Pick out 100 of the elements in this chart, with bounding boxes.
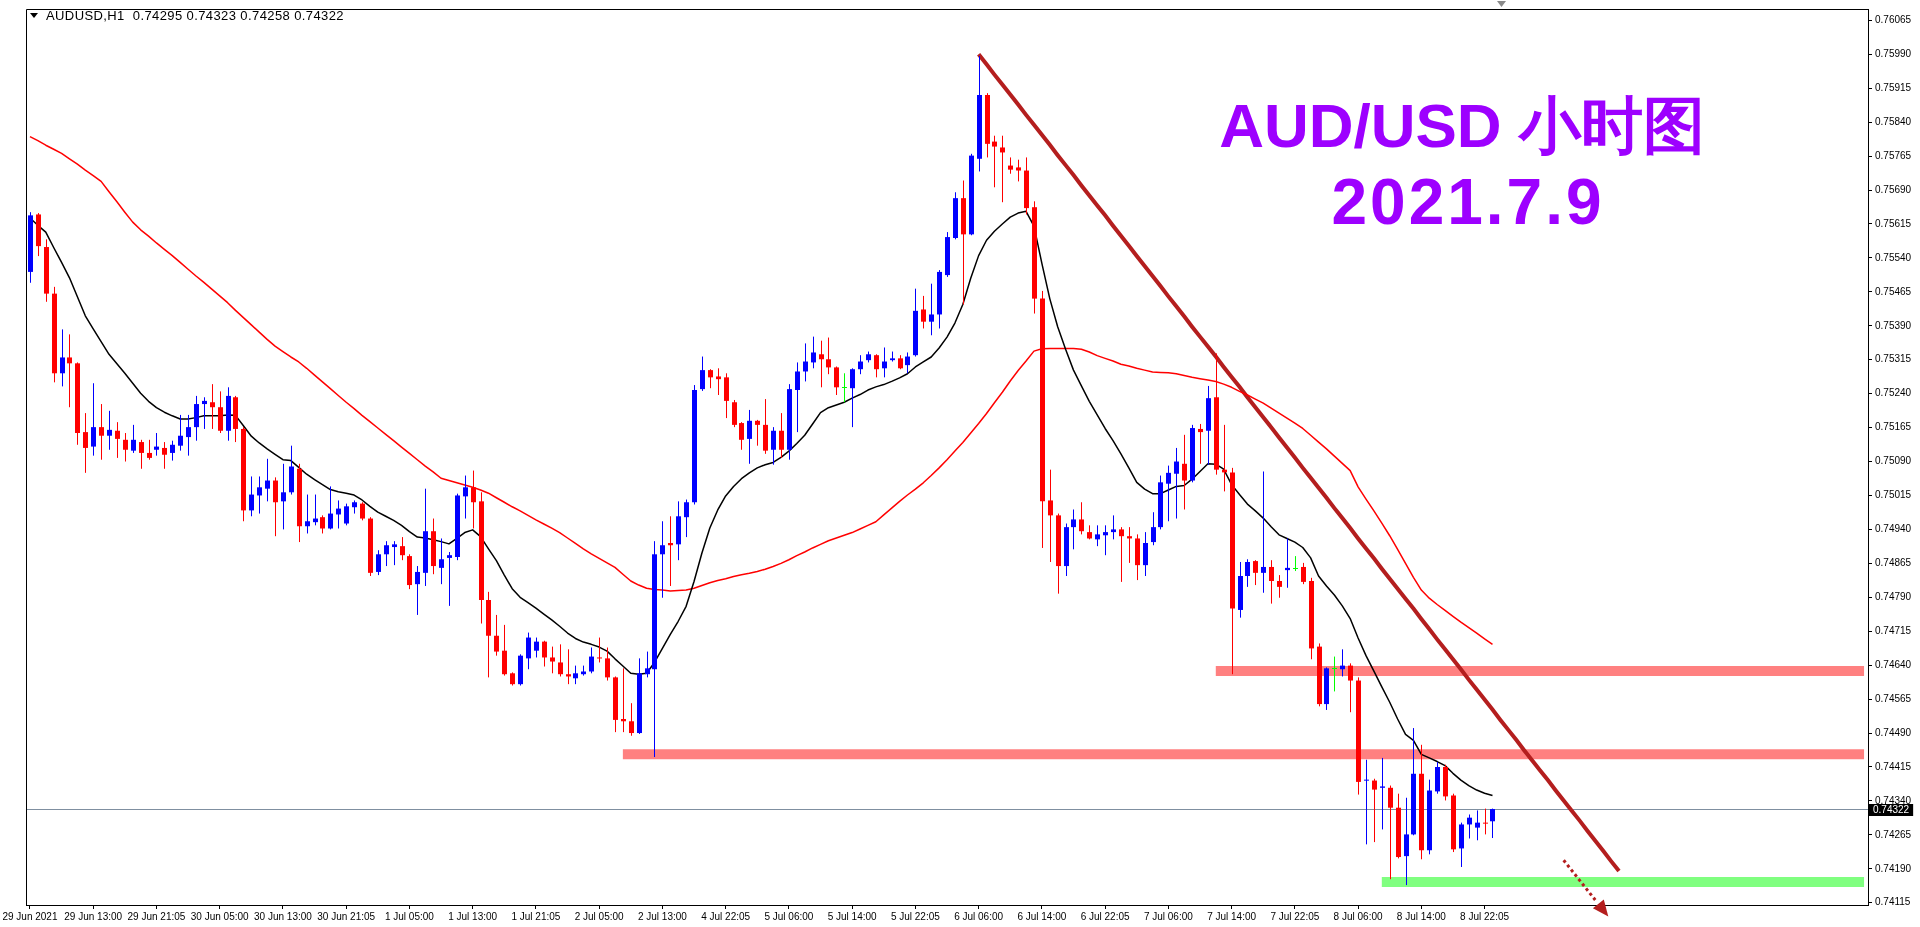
y-tick-label: 0.74565 [1875, 692, 1912, 704]
candlestick [186, 414, 191, 457]
candlestick [834, 366, 839, 396]
y-tick-label: 0.75690 [1875, 183, 1912, 195]
candlestick [1151, 511, 1156, 546]
x-tick-label: 5 Jul 06:00 [764, 910, 814, 922]
candlestick [99, 403, 104, 461]
candlestick [819, 340, 824, 388]
candlestick [502, 624, 507, 677]
y-tick-label: 0.74940 [1875, 523, 1912, 535]
candlestick [218, 390, 223, 434]
x-tick-label: 1 Jul 13:00 [448, 910, 498, 922]
candlestick [1475, 809, 1480, 841]
y-tick-label: 0.74115 [1875, 896, 1911, 908]
x-tick-label: 6 Jul 22:05 [1080, 910, 1131, 922]
y-tick-label: 0.76065 [1875, 14, 1912, 26]
y-tick-label: 0.74490 [1875, 726, 1912, 738]
candlestick [874, 353, 879, 378]
candlestick [1245, 558, 1250, 588]
ref-line-label: 0.74322 [1873, 803, 1910, 815]
candlestick [1404, 797, 1409, 886]
y-tick-label: 0.74790 [1875, 591, 1912, 603]
candlestick [320, 514, 325, 534]
candlestick [1277, 574, 1282, 599]
x-tick-label: 30 Jun 21:05 [317, 910, 376, 922]
candlestick [1103, 524, 1108, 556]
y-tick-label: 0.74715 [1875, 624, 1912, 636]
candlestick [249, 475, 254, 517]
y-tick-label: 0.75840 [1875, 115, 1912, 127]
x-tick-label: 4 Jul 22:05 [701, 910, 751, 922]
x-tick-label: 1 Jul 05:00 [384, 910, 435, 922]
candlestick [842, 372, 847, 403]
candlestick [123, 432, 128, 463]
candlestick [1293, 555, 1298, 572]
candlestick [747, 409, 752, 465]
candlestick [1261, 470, 1266, 594]
y-tick-label: 0.74640 [1875, 658, 1912, 670]
candlestick [1490, 808, 1495, 839]
candlestick [131, 424, 136, 454]
candlestick [558, 643, 563, 677]
candlestick [178, 414, 183, 452]
candlestick [376, 549, 381, 576]
x-tick-label: 7 Jul 22:05 [1270, 910, 1320, 922]
text: 2021.7.9 [1331, 166, 1605, 238]
candlestick [1372, 778, 1377, 843]
candlestick [147, 439, 152, 461]
candlestick [1127, 526, 1132, 564]
candlestick [83, 412, 88, 474]
y-tick-label: 0.75765 [1875, 149, 1912, 161]
candlestick [471, 470, 476, 529]
candlestick [1182, 434, 1187, 510]
candlestick [1016, 159, 1021, 182]
candlestick [281, 463, 286, 530]
candlestick [779, 412, 784, 459]
candlestick [384, 540, 389, 567]
candlestick [739, 421, 744, 451]
candlestick [1380, 757, 1385, 830]
candlestick [494, 614, 499, 657]
candlestick [1000, 135, 1005, 203]
candlestick [139, 439, 144, 470]
candlestick [929, 283, 934, 336]
candlestick [1198, 423, 1203, 465]
y-tick-label: 0.75540 [1875, 251, 1912, 263]
candlestick [60, 328, 65, 387]
x-tick-label: 7 Jul 06:00 [1143, 910, 1194, 922]
x-tick-label: 30 Jun 05:00 [190, 910, 250, 922]
x-tick-label: 8 Jul 14:00 [1396, 910, 1447, 922]
candlestick [755, 419, 760, 447]
candlestick [202, 396, 207, 430]
candlestick [360, 501, 365, 521]
candlestick [1269, 559, 1274, 605]
x-tick-label: 5 Jul 22:05 [890, 910, 941, 922]
candlestick [1253, 559, 1258, 586]
candlestick [811, 336, 816, 369]
y-tick-label: 0.75465 [1875, 285, 1912, 297]
candlestick [1111, 514, 1116, 540]
candlestick [684, 499, 689, 538]
candlestick [660, 520, 665, 599]
candlestick [700, 356, 705, 392]
candlestick [1143, 531, 1148, 577]
y-tick-label: 0.75615 [1875, 217, 1912, 229]
candlestick [1071, 508, 1076, 550]
candlestick [194, 395, 199, 442]
candlestick [732, 399, 737, 428]
x-tick-label: 29 Jun 21:05 [127, 910, 186, 922]
candlestick [1048, 469, 1053, 563]
candlestick [645, 651, 650, 678]
x-tick-label: 29 Jun 2021 [2, 910, 58, 922]
x-tick-label: 8 Jul 22:05 [1460, 910, 1510, 922]
candlestick [1285, 537, 1290, 589]
y-tick-label: 0.74865 [1875, 557, 1912, 569]
y-tick-label: 0.75165 [1875, 421, 1912, 433]
y-tick-label: 0.74190 [1875, 862, 1912, 874]
candlestick [439, 537, 444, 585]
candlestick [1166, 465, 1171, 522]
candlestick [1483, 808, 1488, 835]
annotation: AUDUSD,H1 0.74295 0.74323 0.74258 0.74322 [46, 8, 344, 24]
candlestick [921, 295, 926, 329]
x-tick-label: 7 Jul 14:00 [1207, 910, 1257, 922]
y-tick-label: 0.75090 [1875, 455, 1912, 467]
